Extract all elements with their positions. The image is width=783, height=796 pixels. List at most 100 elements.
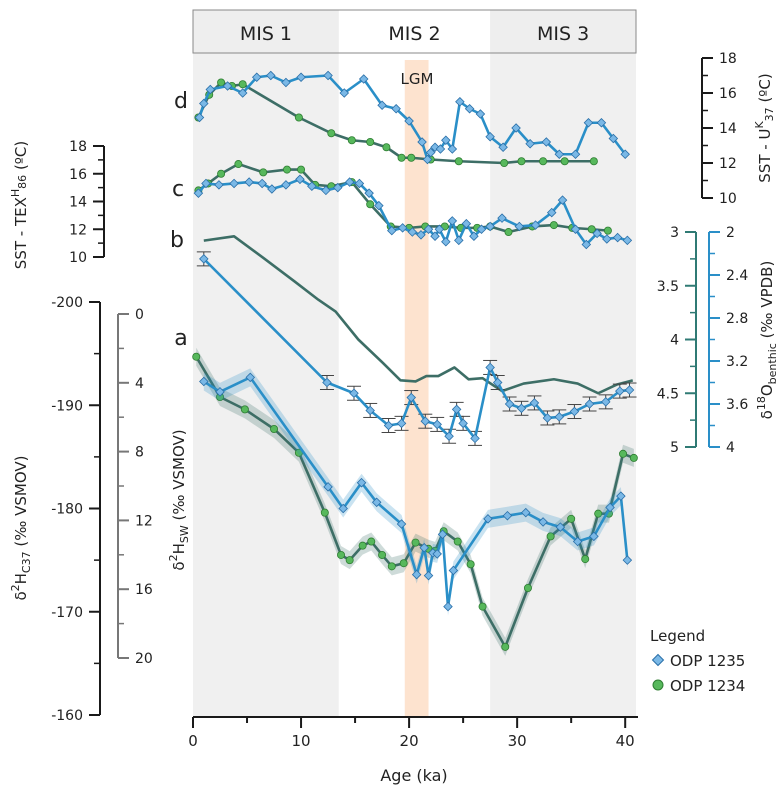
data-point bbox=[523, 584, 532, 593]
x-axis: 0 10 20 30 40 Age (ka) bbox=[188, 716, 638, 785]
axis-tick-label: 14 bbox=[69, 195, 87, 211]
data-point bbox=[333, 182, 343, 193]
x-axis-label: Age (ka) bbox=[380, 766, 447, 785]
panel-label-d: d bbox=[174, 89, 188, 114]
data-point bbox=[530, 220, 541, 230]
panel-label-c: c bbox=[172, 177, 184, 202]
d2h-sw-axis-label: δ2HSW (‰ VSMOV) bbox=[167, 429, 191, 570]
data-point bbox=[396, 418, 407, 429]
data-point bbox=[549, 221, 558, 230]
uncertainty-band bbox=[203, 368, 628, 616]
data-point bbox=[500, 158, 509, 167]
data-point bbox=[592, 228, 602, 239]
series-a-odp1235 bbox=[199, 368, 633, 616]
data-point bbox=[501, 642, 510, 651]
data-point bbox=[622, 555, 633, 565]
data-point bbox=[356, 477, 367, 488]
x-tick-label: 10 bbox=[292, 732, 311, 750]
data-point bbox=[600, 397, 611, 407]
axis-tick-label: -170 bbox=[51, 605, 83, 621]
data-point bbox=[525, 138, 535, 149]
data-point bbox=[435, 144, 446, 154]
axis-tick-label: 3 bbox=[670, 225, 679, 241]
data-point bbox=[584, 399, 595, 409]
data-point bbox=[539, 157, 548, 166]
series-line bbox=[203, 235, 634, 395]
data-point bbox=[266, 70, 276, 81]
data-point bbox=[344, 177, 355, 187]
d18o-1235-axis: 2 2.4 2.8 3.2 3.6 4 bbox=[708, 225, 748, 456]
data-point bbox=[454, 235, 464, 246]
data-point bbox=[358, 541, 367, 550]
axis-tick-label: 3.6 bbox=[726, 397, 748, 413]
data-point bbox=[404, 116, 414, 126]
data-point bbox=[620, 149, 630, 160]
data-point bbox=[345, 556, 354, 565]
data-point bbox=[605, 502, 615, 513]
data-point bbox=[281, 77, 291, 88]
series-d-odp1235 bbox=[194, 70, 630, 165]
x-tick-label: 40 bbox=[616, 732, 635, 750]
axis-tick-label: 18 bbox=[69, 139, 87, 155]
data-point bbox=[283, 165, 292, 174]
legend-marker-odp1235 bbox=[651, 653, 665, 667]
d2h-c37-axis-label: δ2HC37 (‰ VSMOV) bbox=[9, 455, 33, 600]
data-point bbox=[476, 224, 487, 235]
data-point bbox=[469, 231, 479, 241]
data-point bbox=[451, 404, 462, 415]
data-point bbox=[267, 184, 277, 194]
data-point bbox=[470, 433, 480, 444]
data-point bbox=[374, 200, 384, 211]
data-point bbox=[447, 216, 458, 226]
data-point bbox=[240, 405, 249, 414]
data-point bbox=[502, 510, 513, 521]
d2h-sw-axis: 0 4 8 12 16 20 bbox=[117, 307, 153, 667]
data-point bbox=[529, 398, 540, 408]
data-point bbox=[441, 135, 451, 146]
data-point bbox=[570, 149, 581, 160]
data-point bbox=[214, 180, 224, 190]
data-point bbox=[541, 137, 552, 147]
data-point bbox=[382, 143, 391, 152]
axis-tick-label: 4 bbox=[726, 440, 735, 456]
chart-background bbox=[193, 10, 636, 717]
data-point bbox=[347, 136, 356, 145]
data-point bbox=[397, 153, 406, 162]
lgm-label: LGM bbox=[401, 70, 434, 88]
data-point bbox=[366, 137, 375, 146]
data-point bbox=[464, 103, 475, 114]
axis-tick-label: 12 bbox=[69, 222, 87, 238]
data-point bbox=[554, 412, 565, 422]
data-point bbox=[365, 405, 375, 416]
data-point bbox=[383, 420, 394, 431]
data-point bbox=[546, 532, 555, 541]
plot-series bbox=[192, 70, 638, 656]
data-point bbox=[327, 129, 336, 138]
data-point bbox=[323, 70, 333, 81]
data-point bbox=[594, 509, 603, 518]
data-point bbox=[337, 550, 346, 559]
mis-header-frame bbox=[192, 9, 637, 54]
data-point bbox=[411, 569, 422, 580]
data-point bbox=[504, 228, 513, 237]
data-point bbox=[387, 225, 397, 236]
axis-tick-label: 2 bbox=[726, 225, 735, 241]
data-point bbox=[199, 254, 209, 264]
data-point bbox=[238, 80, 247, 89]
data-point bbox=[199, 376, 209, 387]
data-point bbox=[441, 236, 451, 247]
series-c-odp1235 bbox=[193, 174, 633, 250]
axis-tick-label: 8 bbox=[135, 445, 144, 461]
data-point bbox=[294, 113, 303, 122]
data-point bbox=[234, 160, 243, 169]
axis-tick-label: 18 bbox=[719, 51, 737, 67]
data-point bbox=[419, 542, 429, 553]
axis-tick-label: 10 bbox=[719, 191, 737, 207]
axis-tick-label: 16 bbox=[719, 86, 737, 102]
data-point bbox=[423, 570, 434, 581]
axis-tick-label: 10 bbox=[69, 250, 87, 266]
data-point bbox=[569, 406, 580, 417]
data-point bbox=[453, 537, 462, 546]
data-point bbox=[587, 225, 596, 234]
